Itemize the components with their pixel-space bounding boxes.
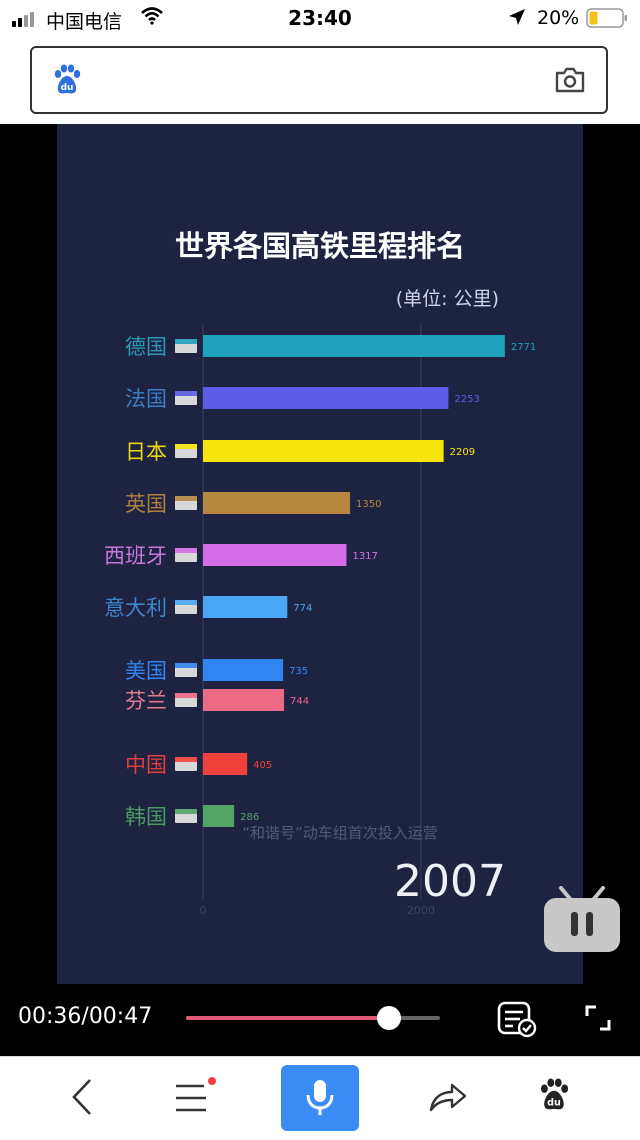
tv-icon[interactable] bbox=[543, 886, 621, 958]
category-label: 意大利 bbox=[104, 596, 167, 620]
flag-stripe bbox=[175, 600, 197, 605]
value-label: 405 bbox=[253, 760, 272, 771]
bar-5 bbox=[203, 596, 288, 618]
seek-thumb[interactable] bbox=[377, 1006, 402, 1030]
category-label: 韩国 bbox=[125, 805, 167, 829]
flag-stripe bbox=[175, 548, 197, 553]
value-label: 2209 bbox=[450, 447, 475, 458]
value-label: 1350 bbox=[356, 499, 381, 510]
value-label: 2771 bbox=[511, 342, 536, 353]
seek-progress bbox=[186, 1016, 390, 1020]
bar-chart: 0 2000 世界各国高铁里程排名 (单位: 公里) 2771 德国 2253 法国 2209 日… bbox=[104, 229, 536, 917]
time-display: 00:36/00:47 bbox=[18, 1004, 153, 1029]
category-label: 中国 bbox=[125, 753, 167, 777]
category-label: 西班牙 bbox=[104, 544, 167, 568]
bar-6 bbox=[203, 659, 284, 681]
x-tick-label: 0 bbox=[200, 904, 207, 917]
svg-text:du: du bbox=[61, 83, 74, 93]
carrier-name: 中国电信 bbox=[46, 11, 123, 33]
flag-stripe bbox=[175, 339, 197, 344]
baidu-paw-icon[interactable]: du bbox=[52, 64, 82, 96]
value-label: 774 bbox=[293, 603, 312, 614]
bar-7 bbox=[203, 689, 285, 711]
flag-stripe bbox=[175, 444, 197, 449]
flag-stripe bbox=[175, 496, 197, 501]
player-controls: 00:36/00:47 bbox=[0, 982, 640, 1056]
bar-4 bbox=[203, 544, 347, 566]
svg-text:du: du bbox=[547, 1098, 561, 1109]
chart-title: 世界各国高铁里程排名 bbox=[175, 229, 465, 263]
flag-stripe bbox=[175, 757, 197, 762]
camera-icon[interactable] bbox=[554, 66, 586, 94]
category-label: 美国 bbox=[125, 659, 167, 683]
flag-stripe bbox=[175, 809, 197, 814]
subtitle-icon[interactable] bbox=[496, 1000, 538, 1038]
search-bar[interactable]: du bbox=[30, 46, 608, 114]
value-label: 1317 bbox=[352, 551, 377, 562]
bar-chart-frame: 0 2000 世界各国高铁里程排名 (单位: 公里) 2771 德国 2253 法国 2209 日… bbox=[57, 124, 583, 984]
status-bar: 中国电信 23:40 20% bbox=[0, 0, 640, 38]
battery-percentage: 20% bbox=[537, 7, 580, 29]
fullscreen-icon[interactable] bbox=[584, 1004, 612, 1032]
battery-icon bbox=[586, 8, 627, 28]
bar-9 bbox=[203, 805, 235, 827]
signal-icon bbox=[12, 11, 40, 27]
x-tick-label: 2000 bbox=[407, 904, 435, 917]
category-label: 法国 bbox=[125, 387, 167, 411]
value-label: 2253 bbox=[454, 394, 479, 405]
menu-icon[interactable] bbox=[174, 1077, 220, 1117]
category-label: 日本 bbox=[125, 440, 167, 464]
bar-0 bbox=[203, 335, 505, 357]
flag-stripe bbox=[175, 693, 197, 698]
overlay-caption: “和谐号”动车组首次投入运营 bbox=[242, 824, 438, 842]
bar-1 bbox=[203, 387, 449, 409]
flag-stripe bbox=[175, 663, 197, 668]
mic-icon bbox=[306, 1080, 334, 1115]
share-icon[interactable] bbox=[428, 1077, 468, 1117]
seek-bar[interactable] bbox=[186, 1006, 440, 1030]
baidu-paw-icon[interactable]: du bbox=[538, 1077, 570, 1113]
category-label: 英国 bbox=[125, 492, 167, 516]
year-label: 2007 bbox=[394, 856, 506, 907]
value-label: 286 bbox=[240, 812, 259, 823]
video-player[interactable]: 0 2000 世界各国高铁里程排名 (单位: 公里) 2771 德国 2253 法国 2209 日… bbox=[0, 124, 640, 1056]
bar-3 bbox=[203, 492, 351, 514]
bottom-toolbar: du bbox=[0, 1056, 640, 1140]
back-icon[interactable] bbox=[70, 1077, 94, 1117]
location-arrow-icon bbox=[509, 9, 525, 25]
category-label: 德国 bbox=[125, 335, 167, 359]
value-label: 735 bbox=[289, 666, 308, 677]
voice-search-button[interactable] bbox=[281, 1065, 359, 1131]
flag-stripe bbox=[175, 391, 197, 396]
bar-2 bbox=[203, 440, 444, 462]
wifi-icon bbox=[141, 7, 163, 25]
status-time: 23:40 bbox=[288, 6, 352, 30]
chart-subtitle: (单位: 公里) bbox=[396, 288, 499, 310]
category-label: 芬兰 bbox=[125, 689, 167, 713]
value-label: 744 bbox=[290, 696, 309, 707]
bar-8 bbox=[203, 753, 248, 775]
